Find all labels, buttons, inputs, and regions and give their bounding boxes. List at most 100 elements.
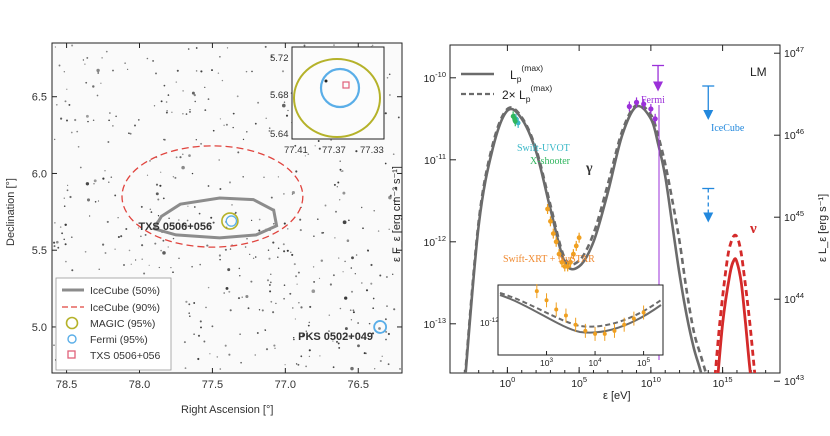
star [160,171,162,173]
star [268,130,271,132]
star [313,235,315,237]
star [53,245,56,248]
star [372,297,375,300]
inset-xtick-3: 77.33 [360,145,384,156]
sed-inset-xtick-label: 103 [540,357,553,368]
star [357,322,359,324]
star [272,241,275,244]
star [206,244,209,247]
sed-inset-xtick-label: 104 [589,357,602,368]
sky-xtick-label: 78.5 [56,379,77,391]
star [115,115,117,118]
label-swift-uvot: Swift-UVOT [517,143,570,154]
star [289,292,292,295]
star [293,263,296,266]
star [274,347,276,349]
star [212,129,215,132]
star [185,300,188,303]
star [94,201,97,203]
star [189,315,191,318]
star [265,117,267,120]
fermi-95-contour [225,215,238,227]
star [199,263,201,266]
sed-ytick-right-label: 1045 [784,209,804,224]
star [96,94,99,97]
star [333,183,336,186]
star [280,96,283,99]
star [53,241,56,244]
star [226,47,229,49]
legend-label-fermi: Fermi (95%) [90,334,148,346]
star [210,216,213,219]
star [195,139,197,141]
star [385,338,387,341]
sed-point [648,106,654,112]
star [223,124,225,127]
star [295,275,298,278]
sed-xtick-label-sup: 10 [653,375,661,384]
star [165,101,168,103]
star [141,244,144,247]
star [354,273,356,275]
star [155,183,159,186]
star [377,230,380,232]
star [297,271,300,274]
star [188,154,191,157]
star [318,277,321,280]
inset-xtick-2: 77.37 [322,145,346,156]
sed-point [565,264,571,269]
star [372,307,375,310]
star [273,344,276,347]
star [257,101,260,104]
star [191,265,193,268]
inset-star [324,79,328,83]
legend-label-txs: TXS 0506+056 [90,350,161,362]
star [193,206,196,208]
star [184,367,187,369]
star [117,217,119,219]
star [223,292,226,294]
star [63,205,66,207]
star [55,240,59,244]
star [264,45,267,48]
star [219,368,222,370]
star [155,192,159,196]
inset-ytick-3: 5.64 [270,129,289,140]
legend2-main: 2× L [502,88,526,102]
star [228,353,231,356]
star [97,72,100,74]
sed-ytick-label: 10-12 [423,234,446,249]
star [308,321,311,324]
star [69,195,72,199]
star [124,62,126,64]
legend1-main: L [510,68,517,82]
star [238,267,241,270]
sed-inset-xtick-sup: 5 [647,357,651,364]
star [96,68,100,73]
star [302,334,305,337]
star [316,218,319,221]
star [349,309,352,312]
star [187,48,190,50]
star [337,181,340,184]
star [176,69,179,72]
star [162,239,165,242]
star [149,160,151,162]
star [195,47,198,49]
sed-point [626,103,632,110]
sed-ytick-right-label: 1043 [784,373,804,388]
sed-point [556,251,562,257]
sed-ytick-right-label-sup: 46 [796,127,804,136]
star [337,342,340,345]
star [158,266,160,269]
star [74,118,77,122]
star [117,235,120,239]
sky-map-ylabel: Declination [°] [5,178,17,246]
sed-inset-xtick-base: 10 [637,358,647,368]
star [349,337,352,339]
star [388,228,390,231]
star [159,184,162,187]
star [86,198,91,202]
star [232,112,235,115]
star [92,119,95,121]
